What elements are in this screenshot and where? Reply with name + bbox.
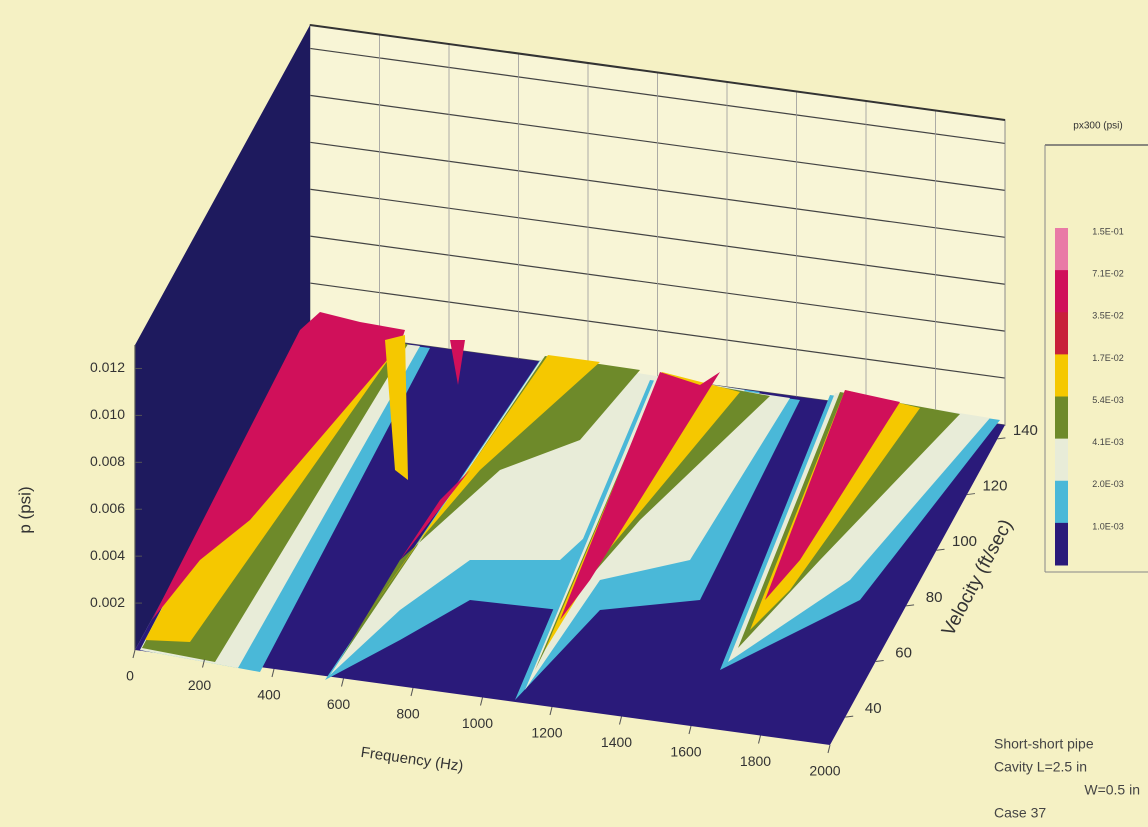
annotations: Short-short pipe Cavity L=2.5 in W=0.5 in C… — [994, 736, 1140, 821]
x-tick — [271, 668, 275, 678]
x-tick-label: 1000 — [462, 715, 493, 731]
x-tick-label: 0 — [126, 668, 134, 684]
surface-band — [350, 355, 600, 640]
axes: 0.002 0.004 0.006 0.008 0.010 0.012 0 200 400 600… — [90, 345, 1038, 779]
x-tick-label: 1400 — [601, 734, 632, 750]
surface-band — [152, 312, 405, 620]
surface-band — [750, 390, 920, 630]
colorbar: px300 (psi) 1.5E-01 7.1E-02 3.5E-02 1.7E-02… — [1044, 121, 1148, 573]
colorbar-swatch — [1055, 396, 1068, 440]
x-tick — [341, 678, 344, 687]
y-tick — [936, 548, 945, 551]
annotation: W=0.5 in — [1084, 782, 1140, 798]
colorbar-swatch — [1055, 438, 1068, 482]
colorbar-label: 4.1E-03 — [1092, 437, 1124, 447]
z-tick-label: 0.006 — [90, 500, 125, 516]
x-tick-label: 1800 — [740, 753, 771, 769]
x-tick — [758, 735, 761, 744]
x-tick — [688, 725, 692, 735]
x-tick — [132, 649, 136, 659]
colorbar-label: 1.0E-03 — [1092, 521, 1124, 531]
colorbar-swatch — [1055, 522, 1068, 566]
surface-band — [385, 335, 408, 480]
y-tick — [845, 715, 854, 718]
surface-band — [450, 340, 465, 385]
y-tick — [875, 660, 884, 663]
x-tick-label: 1200 — [531, 725, 562, 741]
x-tick — [619, 716, 622, 725]
y-tick-label: 60 — [895, 644, 912, 661]
colorbar-swatch — [1055, 480, 1068, 524]
y-tick — [966, 493, 976, 496]
surface-band — [560, 372, 720, 620]
x-axis-label: Frequency (Hz) — [360, 744, 465, 775]
surface-band — [545, 372, 740, 650]
colorbar-swatch — [1055, 312, 1068, 355]
annotation: Cavity L=2.5 in — [994, 759, 1087, 775]
x-tick — [827, 744, 831, 754]
x-tick — [480, 697, 483, 706]
x-tick-label: 600 — [327, 696, 351, 712]
y-tick-label: 100 — [952, 533, 977, 550]
surface-band — [765, 390, 900, 600]
colorbar-label: 5.4E-03 — [1092, 395, 1124, 405]
y-tick — [906, 604, 915, 607]
colorbar-label: 3.5E-02 — [1092, 311, 1124, 321]
x-tick-label: 2000 — [809, 763, 840, 779]
z-tick-label: 0.004 — [90, 547, 125, 563]
x-tick — [202, 659, 205, 668]
x-tick — [549, 706, 553, 716]
surface — [140, 312, 1000, 700]
x-tick-label: 800 — [396, 706, 420, 722]
y-tick-label: 120 — [982, 478, 1007, 495]
z-tick-label: 0.002 — [90, 594, 125, 610]
colorbar-swatch — [1055, 270, 1068, 313]
colorbar-label: 2.0E-03 — [1092, 479, 1124, 489]
z-tick-label: 0.010 — [90, 406, 125, 422]
x-tick-label: 1600 — [670, 744, 701, 760]
annotation: Short-short pipe — [994, 736, 1094, 752]
surface-band — [535, 376, 770, 670]
annotation: Case 37 — [994, 805, 1046, 821]
surface-band — [340, 356, 640, 660]
y-axis-label: Velocity (ft/sec) — [938, 516, 1017, 640]
y-tick-label: 140 — [1013, 422, 1038, 439]
colorbar-label: 1.7E-02 — [1092, 353, 1124, 363]
y-tick-label: 40 — [865, 700, 882, 717]
surface-band — [728, 393, 990, 662]
colorbar-title: px300 (psi) — [1073, 121, 1122, 132]
colorbar-label: 7.1E-02 — [1092, 269, 1124, 279]
colorbar-swatch — [1055, 228, 1068, 271]
z-axis-label: p (psi) — [15, 486, 34, 533]
z-tick-label: 0.012 — [90, 359, 125, 375]
left-wall — [135, 25, 310, 650]
colorbar-swatch — [1055, 354, 1068, 397]
x-tick-label: 200 — [188, 677, 212, 693]
y-tick — [997, 437, 1006, 440]
surface-band — [525, 378, 790, 690]
wall-edge — [309, 24, 1006, 121]
colorbar-label: 1.5E-01 — [1092, 226, 1124, 236]
x-tick-label: 400 — [257, 687, 281, 703]
z-tick-label: 0.008 — [90, 453, 125, 469]
y-tick-label: 80 — [926, 589, 943, 606]
x-tick — [410, 687, 414, 697]
